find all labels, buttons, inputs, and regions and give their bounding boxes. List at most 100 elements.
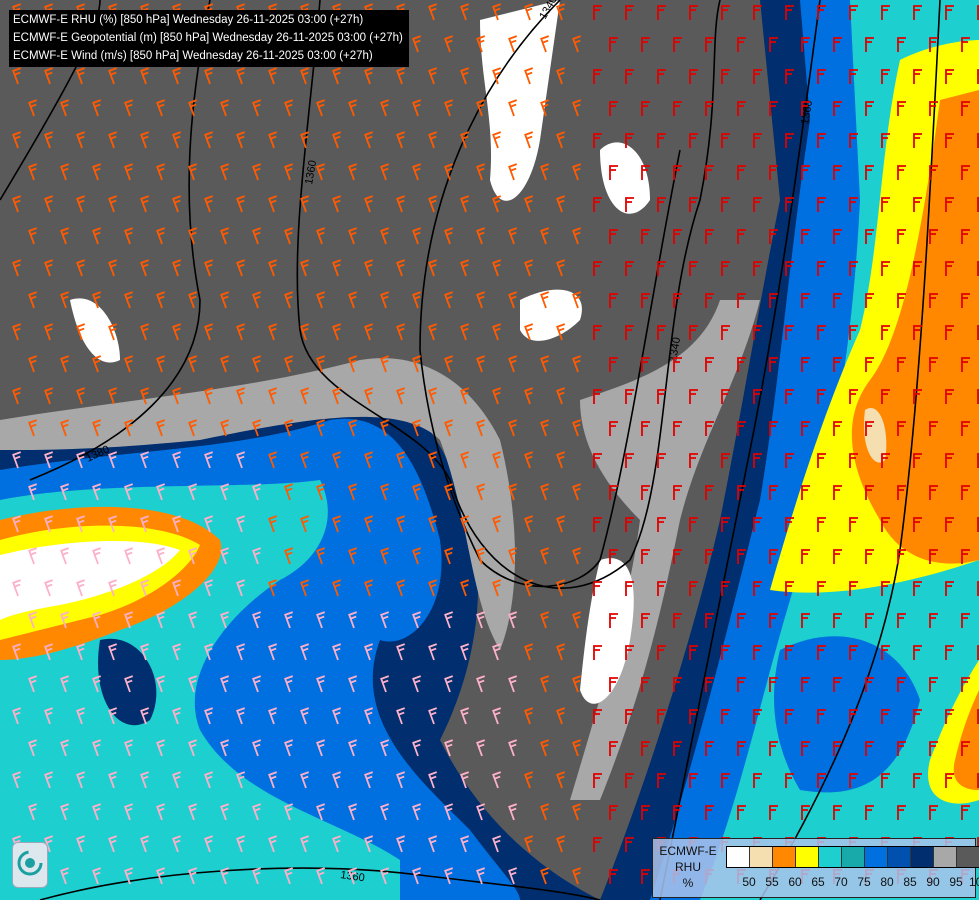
wind-barb [444, 611, 454, 629]
legend-title: ECMWF-E RHU % [657, 843, 719, 891]
wind-barb [785, 261, 794, 276]
wind-barb [641, 293, 650, 308]
wind-barb [492, 771, 502, 789]
legend-swatch [957, 847, 979, 867]
wind-barb [897, 485, 906, 500]
wind-barb [332, 707, 342, 725]
wind-barb [348, 739, 358, 757]
wind-barb [593, 581, 602, 596]
wind-barb [593, 453, 602, 468]
wind-barb [625, 389, 634, 404]
wind-barb [268, 451, 278, 469]
wind-barb [348, 163, 358, 181]
rhu-region-white-d [600, 142, 650, 214]
wind-barb [625, 133, 634, 148]
wind-barb [108, 259, 118, 277]
wind-barb [12, 387, 22, 405]
wind-barb [801, 677, 810, 692]
wind-barb [492, 515, 502, 533]
wind-barb [300, 131, 310, 149]
wind-barb [609, 421, 618, 436]
wind-barb [92, 355, 102, 373]
legend-swatch [842, 847, 865, 867]
wind-barb [556, 835, 566, 853]
wind-barb [76, 195, 86, 213]
wind-barb [444, 35, 454, 53]
wind-barb [593, 517, 602, 532]
wind-barb [913, 709, 922, 724]
wind-barb [524, 451, 534, 469]
wind-barb [28, 99, 38, 117]
legend-tick-label: 70 [834, 875, 848, 889]
wind-barb [108, 451, 118, 469]
wind-barb [412, 867, 422, 885]
wind-barb [849, 773, 858, 788]
title-wind: ECMWF-E Wind (m/s) [850 hPa] Wednesday 2… [13, 50, 373, 62]
wind-barb [881, 709, 890, 724]
wind-barb [380, 163, 390, 181]
wind-barb [945, 581, 954, 596]
wind-barb [540, 739, 550, 757]
wind-barb [593, 645, 602, 660]
wind-barb [140, 195, 150, 213]
wind-barb [492, 259, 502, 277]
wind-barb [929, 165, 938, 180]
wind-barb [625, 261, 634, 276]
wind-barb [524, 643, 534, 661]
wind-barb [913, 5, 922, 20]
wind-barb [252, 611, 262, 629]
wind-barb [12, 643, 22, 661]
wind-barb [817, 517, 826, 532]
wind-barb [476, 483, 486, 501]
wind-barb [316, 803, 326, 821]
wind-barb [705, 677, 714, 692]
wind-barb [364, 131, 374, 149]
wind-barb [881, 197, 890, 212]
wind-barb [753, 389, 762, 404]
wind-barb [609, 485, 618, 500]
wind-barb [460, 707, 470, 725]
legend-swatch [796, 847, 819, 867]
wind-barb [60, 163, 70, 181]
wind-barb [769, 805, 778, 820]
wind-barb [556, 195, 566, 213]
wind-barb [316, 99, 326, 117]
wind-barb [769, 165, 778, 180]
wind-barb [236, 835, 246, 853]
wind-barb [316, 867, 326, 885]
wind-barb [236, 451, 246, 469]
wind-barb [865, 421, 874, 436]
wind-barb [492, 643, 502, 661]
contour-label: 1360 [340, 869, 366, 884]
wind-barb [524, 771, 534, 789]
wind-barb [737, 37, 746, 52]
wind-barb [492, 323, 502, 341]
wind-barb [769, 741, 778, 756]
wind-barb [753, 709, 762, 724]
wind-barb [609, 357, 618, 372]
wind-barb [881, 5, 890, 20]
wind-barb [508, 419, 518, 437]
wind-barb [753, 517, 762, 532]
wind-barb [92, 547, 102, 565]
wind-barb [60, 483, 70, 501]
wind-barb [332, 195, 342, 213]
wind-barb [300, 771, 310, 789]
wind-barb [897, 37, 906, 52]
legend-tick-label: 50 [742, 875, 756, 889]
wind-barb [156, 419, 166, 437]
wind-barb [833, 37, 842, 52]
wind-barb [524, 387, 534, 405]
wind-barb [396, 643, 406, 661]
wind-barb [172, 515, 182, 533]
wind-barb [817, 773, 826, 788]
wind-barb [641, 485, 650, 500]
wind-barb [476, 611, 486, 629]
wind-barb [705, 421, 714, 436]
wind-barb [673, 357, 682, 372]
wind-barb [945, 69, 954, 84]
wind-barb [348, 355, 358, 373]
wind-barb [865, 37, 874, 52]
wind-barb [364, 451, 374, 469]
